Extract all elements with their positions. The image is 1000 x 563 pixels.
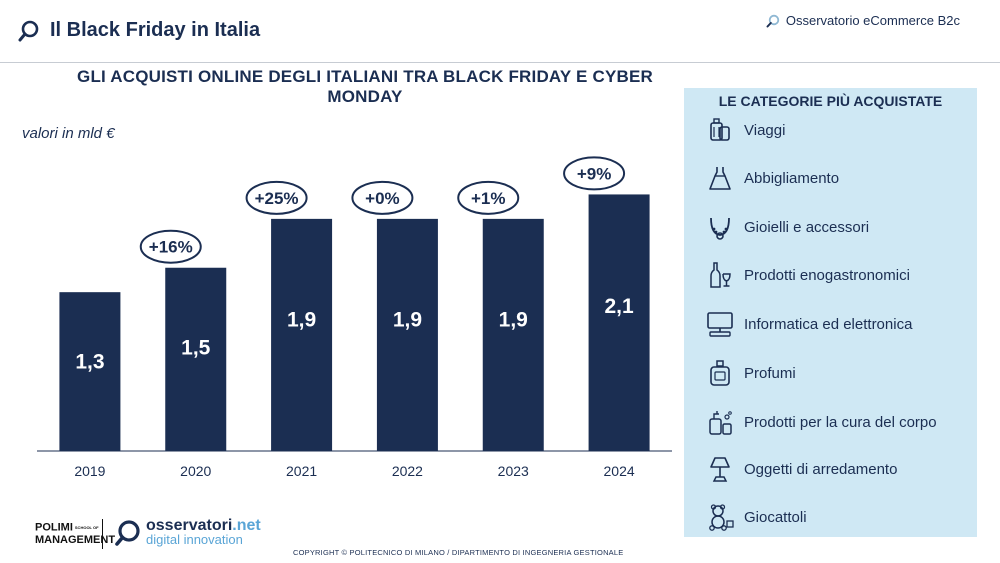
categories-panel: LE CATEGORIE PIÙ ACQUISTATE Viaggi Abbig… [684,88,977,537]
bar-2024 [588,194,650,451]
brand-text: Osservatorio eCommerce B2c [785,13,960,28]
category-label: Abbigliamento [744,169,840,187]
header-bar: Il Black Friday in Italia Osservatorio e… [0,0,1000,63]
growth-label: +1% [471,189,506,208]
polimi-small: SCHOOL OF [74,525,99,530]
x-tick-label: 2022 [392,463,423,479]
bar-chart: 1,3 2019 1,5 2020 +16% 1,9 2021 +25% 1,9 2022 +0% 1… [37,156,672,479]
polimi-line1: POLIMI [35,521,73,534]
wine-icon [702,258,738,292]
bar-value-label: 1,3 [75,350,104,373]
chart-title: GLI ACQUISTI ONLINE DEGLI ITALIANI TRA B… [77,67,653,106]
x-tick-label: 2023 [498,463,529,479]
body-care-icon [702,405,738,439]
osservatori-sub: digital innovation [146,532,243,547]
category-item-profumi: Profumi [702,356,796,390]
category-item-enogastronomici: Prodotti enogastronomici [702,258,910,292]
category-item-informatica: Informatica ed elettronica [702,307,912,341]
osservatori-footer-logo: osservatori.net digital innovation [114,518,261,547]
category-label: Prodotti enogastronomici [744,266,910,284]
osservatori-tld: .net [232,517,261,534]
computer-icon [702,307,738,341]
bar-value-label: 2,1 [604,295,634,318]
teddy-bear-icon [702,500,738,534]
growth-badge [457,180,520,215]
growth-label: +25% [255,189,299,208]
categories-title: LE CATEGORIE PIÙ ACQUISTATE [718,93,943,109]
luggage-icon [702,113,738,147]
polimi-logo: POLIMI SCHOOL OF MANAGEMENT [35,521,115,547]
category-label: Oggetti di arredamento [744,460,898,478]
growth-badge [351,180,414,215]
bar-value-label: 1,9 [393,309,422,332]
bar-2023 [482,218,544,451]
unit-label: valori in mld € [22,125,115,142]
copyright: COPYRIGHT © POLITECNICO DI MILANO / DIPA… [293,548,624,557]
x-tick-label: 2021 [286,463,317,479]
category-label: Viaggi [744,121,786,139]
growth-badge [563,156,626,191]
bar-2020 [165,267,227,451]
perfume-icon [702,356,738,390]
bar-2021 [271,218,333,451]
page-title: Il Black Friday in Italia [50,19,261,41]
osservatori-footer-icon [115,519,140,546]
category-item-giocattoli: Giocattoli [702,500,807,534]
category-item-cura-corpo: Prodotti per la cura del corpo [702,405,937,439]
x-tick-label: 2020 [180,463,211,479]
footer-divider [102,519,103,549]
osservatori-small-logo-icon [766,14,780,27]
x-tick-label: 2024 [604,463,635,479]
bar-value-label: 1,9 [499,309,528,332]
growth-label: +16% [149,238,193,257]
bar-2019 [59,292,121,451]
category-label: Gioielli e accessori [744,218,870,236]
growth-badge [245,180,308,215]
brand-label: Osservatorio eCommerce B2c [766,13,960,28]
necklace-icon [702,210,738,244]
bar-value-label: 1,9 [287,309,316,332]
growth-badge [139,229,202,264]
category-item-viaggi: Viaggi [702,113,785,147]
category-label: Informatica ed elettronica [744,315,913,333]
category-label: Prodotti per la cura del corpo [744,413,937,431]
bar-value-label: 1,5 [181,337,211,360]
polimi-line2: MANAGEMENT [35,534,116,547]
growth-label: +0% [365,189,400,208]
category-item-gioielli: Gioielli e accessori [702,210,869,244]
lamp-icon [702,452,738,486]
dress-icon [702,161,738,195]
category-item-arredamento: Oggetti di arredamento [702,452,897,486]
osservatori-brand: osservatori [146,517,233,534]
osservatori-logo-icon [18,20,39,42]
bar-2022 [376,218,438,451]
category-label: Profumi [744,364,796,382]
growth-label: +9% [577,164,612,183]
x-tick-label: 2019 [74,463,105,479]
category-label: Giocattoli [744,508,807,526]
category-item-abbigliamento: Abbigliamento [702,161,839,195]
